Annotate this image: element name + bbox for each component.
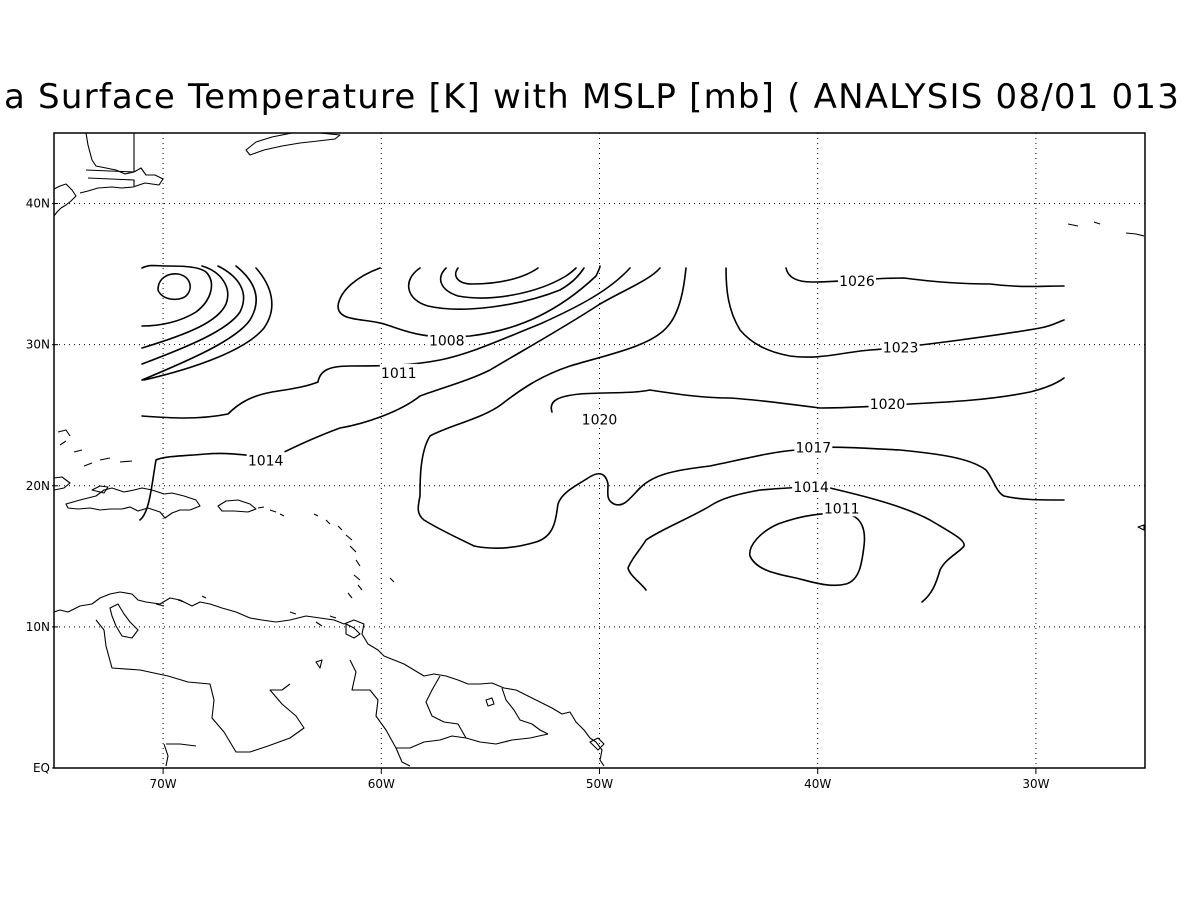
contour-1008-mid: [407, 267, 585, 310]
coastline-bahamas: [57, 429, 133, 467]
contour-label-bg: [822, 499, 861, 517]
coastline-azores: [1067, 221, 1145, 237]
state-border-1: [85, 169, 135, 173]
lat-lon-grid: [54, 133, 1145, 768]
lon-tick-label: 70W: [150, 777, 177, 791]
contour-label-bg: [792, 478, 831, 496]
coastline-new-england-north: [79, 133, 164, 194]
coastline-virgin-islands: [257, 506, 285, 517]
contour-1014-west: [139, 267, 661, 521]
lat-tick-label: 20N: [26, 479, 50, 493]
map-title: a Surface Temperature [K] with MSLP [mb]…: [4, 77, 1181, 117]
coastline-brazil-east: [166, 743, 197, 747]
border-venezuela-guyana: [349, 659, 467, 749]
contour-1008-outer: [439, 267, 577, 299]
contour-1020-mid: [550, 377, 1065, 413]
state-border-2: [87, 177, 135, 186]
contour-1020-south: [627, 486, 965, 603]
contour-label: 1020: [870, 397, 906, 413]
contour-1011-east-low: [749, 512, 866, 587]
border-colombia-venezuela: [95, 619, 305, 753]
contour-label-bg: [868, 394, 907, 412]
border-suriname-guiana: [501, 687, 549, 735]
contour-west-arc-2: [141, 265, 229, 349]
contour-label: 1011: [824, 501, 860, 517]
contour-label: 1011: [381, 366, 417, 382]
contour-1023: [725, 267, 1065, 358]
contour-1011: [141, 267, 631, 419]
contour-west-arc-1: [141, 264, 213, 327]
contour-label: 1014: [793, 480, 829, 496]
coastline-trinidad: [345, 623, 361, 639]
contour-west-arc-5: [143, 267, 273, 381]
coastline-hispaniola: [65, 487, 201, 519]
border-guyana-suriname: [425, 675, 467, 739]
coastline-amazon-island: [589, 737, 605, 751]
lat-tick-label: 40N: [26, 197, 50, 211]
lat-tick-label: EQ: [33, 761, 50, 775]
contour-1017-trough: [417, 267, 797, 549]
contour-west-arc-4: [141, 265, 257, 381]
contour-west-arc-3: [141, 265, 245, 365]
contour-labels: 1026 1023 1020 1020 1017 1014 1011 1008 1011 1014: [246, 272, 920, 517]
contour-label-bg: [427, 331, 466, 349]
coastlines: [54, 133, 1145, 767]
axis-labels: EQ 10N 20N 30N 40N 70W 60W 50W 40W 30W: [26, 197, 1050, 791]
contour-label-bg: [379, 363, 418, 381]
coastline-lake-guiana: [485, 697, 495, 707]
coastline-cuba: [54, 476, 71, 491]
lat-tick-label: 30N: [26, 338, 50, 352]
lon-tick-label: 50W: [586, 777, 613, 791]
contour-label: 1020: [582, 412, 618, 428]
coastline-puerto-rico: [217, 499, 257, 513]
mslp-contours: [139, 264, 1065, 603]
coastline-south-america: [54, 591, 605, 767]
contour-label-bg: [246, 451, 285, 469]
coastline-hispaniola-peninsula: [91, 485, 109, 494]
contour-label: 1017: [796, 441, 832, 457]
coastline-canary: [1137, 524, 1145, 531]
contour-label-bg: [794, 438, 833, 456]
coastline-lesser-antilles: [313, 513, 395, 599]
contour-1017-east: [799, 446, 1065, 501]
coastline-lake: [315, 659, 323, 669]
contour-label-bg: [580, 410, 619, 428]
lon-tick-label: 60W: [368, 777, 395, 791]
contour-label: 1014: [248, 453, 284, 469]
contour-label-bg: [881, 338, 920, 356]
contour-label: 1008: [429, 333, 465, 349]
contour-label: 1023: [883, 340, 919, 356]
contour-1008: [337, 265, 601, 338]
contour-label: 1026: [839, 274, 875, 290]
contour-1026: [785, 267, 1065, 288]
coastline-islands-south: [155, 595, 337, 627]
contour-label-bg: [837, 272, 876, 290]
contour-west-low-ring: [157, 273, 191, 301]
border-brazil-west: [163, 743, 169, 767]
coastline-nova-scotia: [245, 133, 341, 156]
lon-tick-label: 30W: [1022, 777, 1049, 791]
coastline-maracaibo: [109, 603, 139, 639]
coastline-new-england: [54, 183, 77, 217]
border-brazil-north: [395, 733, 549, 767]
lon-tick-label: 40W: [804, 777, 831, 791]
contour-1008-inner: [454, 267, 539, 285]
lat-tick-label: 10N: [26, 620, 50, 634]
